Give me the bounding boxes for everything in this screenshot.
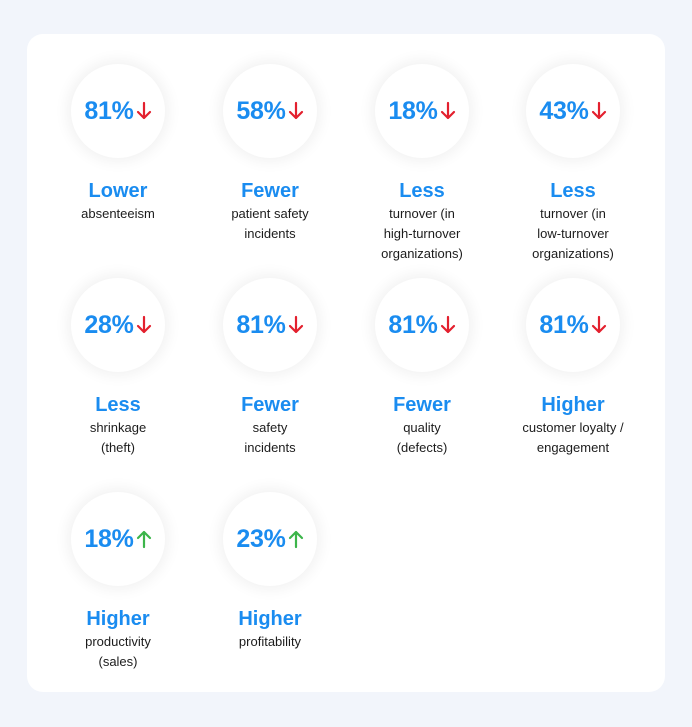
arrow-down-icon bbox=[440, 101, 456, 121]
stats-card: 81% Lower absenteeism 58% Fewer patient … bbox=[27, 34, 665, 692]
stat-value: 81% bbox=[539, 310, 589, 339]
stat-value: 43% bbox=[539, 96, 589, 125]
stat-value: 81% bbox=[84, 96, 134, 125]
stat-value: 81% bbox=[388, 310, 438, 339]
stat-circle: 23% bbox=[223, 492, 317, 586]
stat-value: 23% bbox=[236, 524, 286, 553]
stat-description: productivity (sales) bbox=[85, 634, 151, 669]
stat-quality-defects: 81% Fewer quality (defects) bbox=[346, 278, 498, 458]
stat-description: safety incidents bbox=[244, 420, 296, 455]
stat-circle: 18% bbox=[71, 492, 165, 586]
stat-description: quality (defects) bbox=[396, 420, 448, 455]
arrow-down-icon bbox=[136, 101, 152, 121]
stat-headline: Higher bbox=[541, 394, 605, 416]
stat-description: absenteeism bbox=[81, 206, 155, 221]
stat-headline: Less bbox=[550, 180, 596, 202]
stat-headline: Higher bbox=[86, 608, 150, 630]
stat-circle: 81% bbox=[526, 278, 620, 372]
stat-headline: Fewer bbox=[241, 180, 299, 202]
stat-shrinkage: 28% Less shrinkage (theft) bbox=[42, 278, 194, 458]
stat-profitability: 23% Higher profitability bbox=[194, 492, 346, 652]
stat-circle: 18% bbox=[375, 64, 469, 158]
arrow-up-icon bbox=[136, 529, 152, 549]
stat-turnover-low: 43% Less turnover (in low-turnover organ… bbox=[497, 64, 649, 264]
stat-description: patient safety incidents bbox=[231, 206, 309, 241]
arrow-down-icon bbox=[288, 101, 304, 121]
stat-headline: Fewer bbox=[241, 394, 299, 416]
stat-value: 58% bbox=[236, 96, 286, 125]
stat-circle: 28% bbox=[71, 278, 165, 372]
stat-description: turnover (in high-turnover organizations… bbox=[381, 206, 463, 261]
arrow-down-icon bbox=[136, 315, 152, 335]
arrow-down-icon bbox=[591, 101, 607, 121]
stat-value: 18% bbox=[388, 96, 438, 125]
stat-description: customer loyalty / engagement bbox=[522, 420, 624, 455]
stat-turnover-high: 18% Less turnover (in high-turnover orga… bbox=[346, 64, 498, 264]
stat-circle: 81% bbox=[71, 64, 165, 158]
stat-value: 28% bbox=[84, 310, 134, 339]
arrow-down-icon bbox=[288, 315, 304, 335]
stat-customer-loyalty: 81% Higher customer loyalty / engagement bbox=[497, 278, 649, 458]
arrow-down-icon bbox=[440, 315, 456, 335]
stat-circle: 58% bbox=[223, 64, 317, 158]
stat-headline: Lower bbox=[88, 180, 148, 202]
stat-circle: 43% bbox=[526, 64, 620, 158]
stat-absenteeism: 81% Lower absenteeism bbox=[42, 64, 194, 224]
stat-value: 81% bbox=[236, 310, 286, 339]
stat-value: 18% bbox=[84, 524, 134, 553]
stat-circle: 81% bbox=[223, 278, 317, 372]
stat-headline: Higher bbox=[238, 608, 302, 630]
stat-description: shrinkage (theft) bbox=[89, 420, 147, 455]
stat-patient-safety-incidents: 58% Fewer patient safety incidents bbox=[194, 64, 346, 244]
arrow-down-icon bbox=[591, 315, 607, 335]
stat-headline: Less bbox=[399, 180, 445, 202]
stat-headline: Less bbox=[95, 394, 141, 416]
stat-circle: 81% bbox=[375, 278, 469, 372]
stat-headline: Fewer bbox=[393, 394, 451, 416]
stat-description: profitability bbox=[238, 634, 302, 649]
stat-description: turnover (in low-turnover organizations) bbox=[532, 206, 614, 261]
arrow-up-icon bbox=[288, 529, 304, 549]
stat-safety-incidents: 81% Fewer safety incidents bbox=[194, 278, 346, 458]
stat-productivity: 18% Higher productivity (sales) bbox=[42, 492, 194, 672]
